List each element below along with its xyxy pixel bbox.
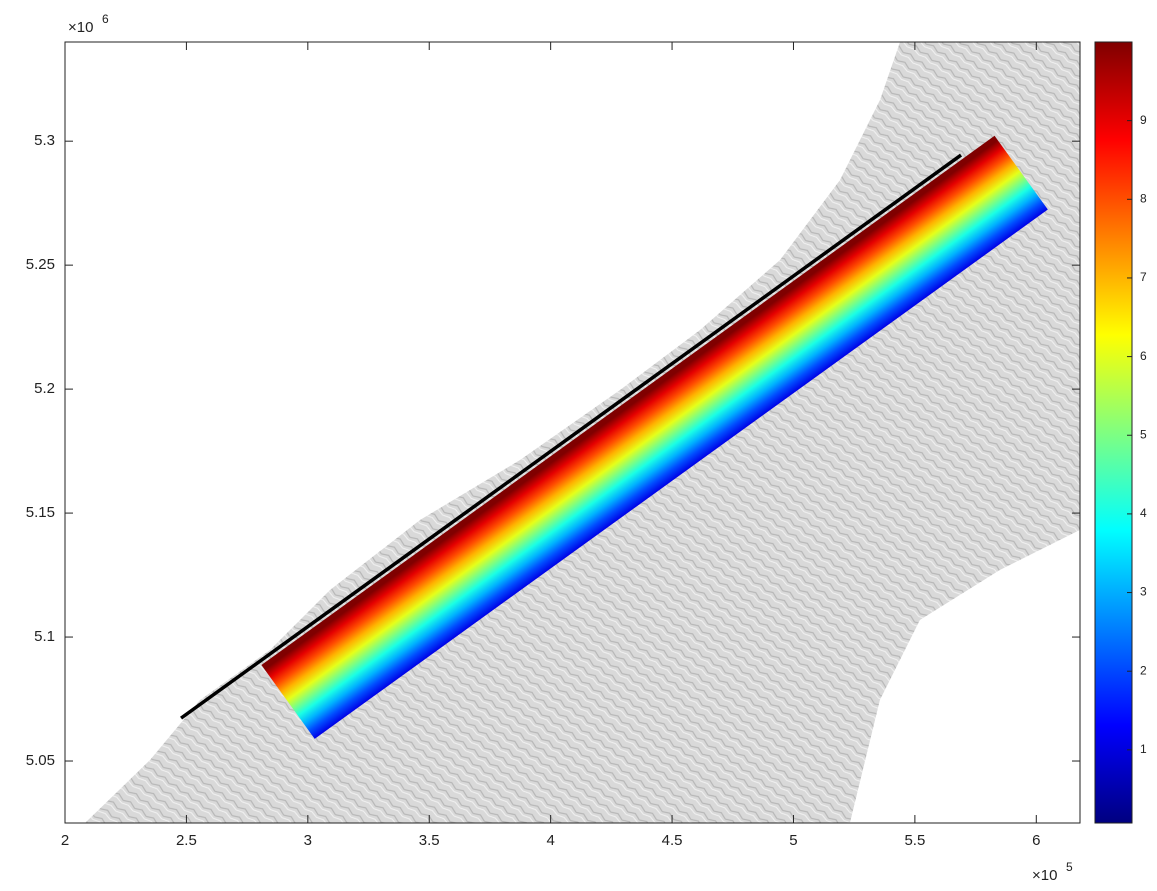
x-tick-label: 5.5 bbox=[904, 832, 925, 849]
colorbar-tick-label: 5 bbox=[1140, 427, 1147, 441]
x-tick-label: 2 bbox=[61, 832, 69, 849]
colorbar-tick-label: 7 bbox=[1140, 270, 1147, 284]
x-tick-label: 3.5 bbox=[419, 832, 440, 849]
y-tick-label: 5.05 bbox=[26, 752, 55, 769]
y-tick-label: 5.25 bbox=[26, 256, 55, 273]
y-tick-label: 5.15 bbox=[26, 504, 55, 521]
colorbar-tick-label: 4 bbox=[1140, 506, 1147, 520]
chart: ×10 6 ×10 5 2 2.5 3 3.5 4 4.5 5 5.5 6 5.05 5.1 5.15… bbox=[0, 0, 1157, 891]
x-tick-label: 4 bbox=[546, 832, 554, 849]
colorbar-tick-label: 6 bbox=[1140, 349, 1147, 363]
y-tick-label: 5.2 bbox=[34, 380, 55, 397]
y-exponent: 6 bbox=[102, 12, 109, 26]
colorbar-tick-label: 9 bbox=[1140, 113, 1147, 127]
colorbar-tick-label: 1 bbox=[1140, 742, 1147, 756]
x-tick-label: 5 bbox=[789, 832, 797, 849]
x-tick-label: 6 bbox=[1032, 832, 1040, 849]
x-multiplier: ×10 bbox=[1032, 867, 1057, 884]
y-tick-label: 5.3 bbox=[34, 132, 55, 149]
y-multiplier: ×10 bbox=[68, 19, 93, 36]
x-exponent: 5 bbox=[1066, 860, 1073, 874]
colorbar-tick-label: 2 bbox=[1140, 663, 1147, 677]
x-tick-label: 3 bbox=[304, 832, 312, 849]
colorbar-tick-label: 8 bbox=[1140, 191, 1147, 205]
colorbar bbox=[1095, 42, 1132, 823]
y-tick-label: 5.1 bbox=[34, 628, 55, 645]
x-tick-label: 4.5 bbox=[662, 832, 683, 849]
colorbar-tick-label: 3 bbox=[1140, 585, 1147, 599]
x-tick-label: 2.5 bbox=[176, 832, 197, 849]
